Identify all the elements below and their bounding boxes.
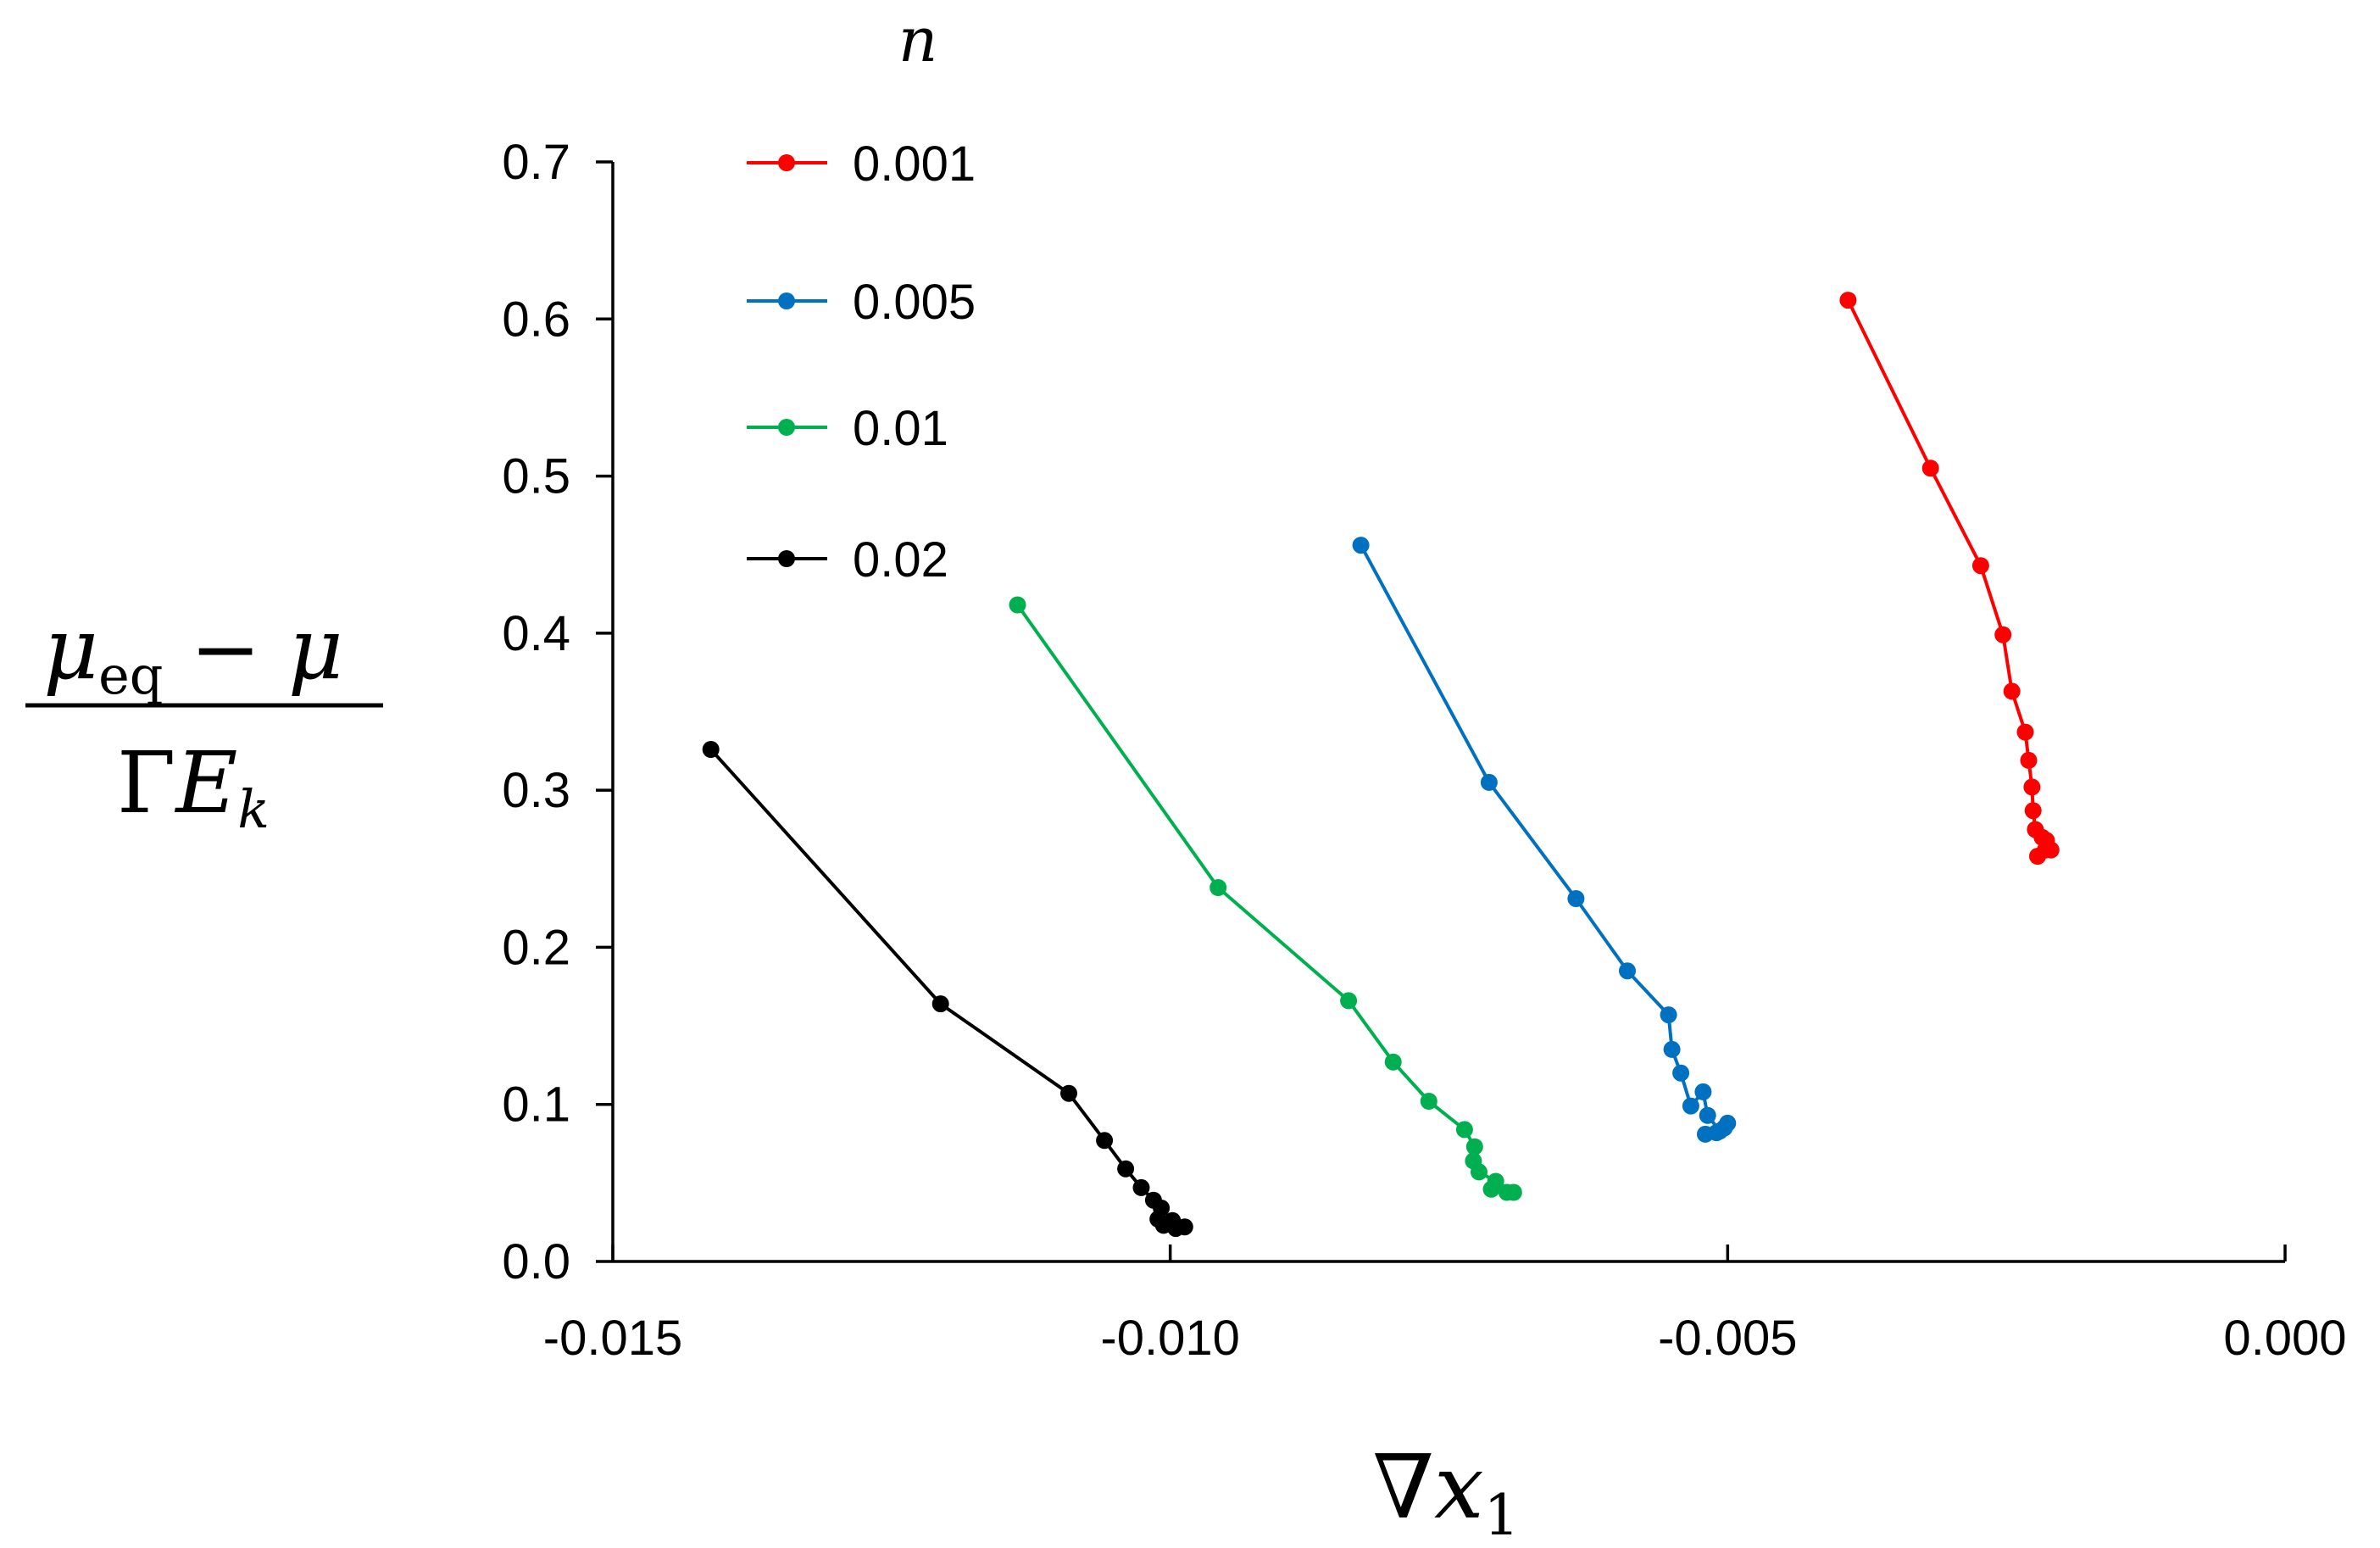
series-layer: [702, 292, 2060, 1238]
tick-marks: [596, 160, 2287, 1263]
y-tick-label: 0.5: [502, 449, 570, 504]
legend-entry-0.005: 0.005: [747, 275, 976, 330]
data-point: [1132, 1178, 1150, 1196]
data-point: [1164, 1211, 1182, 1229]
data-point: [1352, 537, 1370, 554]
x-tick-label: -0.010: [1100, 1311, 1239, 1366]
data-point: [1009, 596, 1026, 614]
y-tick-label: 0.3: [502, 763, 570, 818]
y-axis-label: μeq − μ ΓEk: [25, 599, 383, 840]
data-point: [1971, 557, 1989, 575]
data-point: [1619, 962, 1636, 980]
axes: [611, 162, 2285, 1263]
tick-labels: 0.0 0.1 0.2 0.3 0.4 0.5 0.6 0.7 -0.015 -0.010 -0.0…: [502, 135, 2346, 1366]
data-point: [1420, 1093, 1437, 1110]
series-0.005: [1352, 537, 1737, 1143]
data-point: [1663, 1040, 1681, 1058]
svg-text:μeq − μ: μeq − μ: [43, 599, 343, 706]
data-point: [1567, 890, 1585, 907]
data-point: [1660, 1006, 1677, 1024]
data-point: [1504, 1183, 1522, 1201]
data-point: [1465, 1138, 1483, 1155]
y-tick-label: 0.6: [502, 292, 570, 347]
data-point: [1471, 1163, 1488, 1181]
y-tick-label: 0.0: [502, 1234, 570, 1289]
data-point: [1480, 773, 1498, 791]
legend-entry-0.02: 0.02: [747, 532, 948, 587]
data-point: [931, 995, 949, 1013]
legend-label: 0.01: [853, 401, 948, 456]
legend-title: n: [898, 4, 937, 75]
data-point: [2003, 682, 2021, 700]
y-tick-label: 0.4: [502, 606, 570, 661]
legend-marker: [778, 419, 795, 436]
legend: n 0.001 0.005 0.01 0.02: [747, 4, 976, 587]
legend-entry-0.001: 0.001: [747, 136, 976, 192]
data-point: [1708, 1124, 1726, 1142]
series-0.02: [702, 741, 1193, 1238]
x-tick-label: -0.015: [543, 1311, 682, 1366]
y-tick-label: 0.2: [502, 920, 570, 975]
data-point: [1921, 459, 1939, 477]
series-line: [709, 748, 1187, 1231]
data-point: [1672, 1064, 1690, 1082]
x-tick-label: -0.005: [1658, 1311, 1797, 1366]
legend-marker: [778, 154, 795, 171]
data-point: [1682, 1097, 1699, 1115]
data-point: [1060, 1084, 1077, 1102]
svg-text:ΓEk: ΓEk: [117, 733, 270, 840]
data-point: [1994, 626, 2012, 643]
data-point: [1209, 879, 1227, 896]
data-point: [1482, 1180, 1500, 1198]
legend-label: 0.005: [853, 275, 976, 330]
legend-entry-0.01: 0.01: [747, 401, 948, 456]
data-point: [2020, 751, 2038, 769]
legend-label: 0.02: [853, 532, 948, 587]
data-point: [2023, 778, 2041, 796]
legend-label: 0.001: [853, 136, 976, 192]
data-point: [1117, 1160, 1135, 1178]
data-point: [2024, 802, 2042, 820]
data-point: [1096, 1132, 1114, 1150]
data-point: [2037, 841, 2055, 859]
x-axis-label: ∇x1: [1372, 1435, 1519, 1548]
series-line: [1846, 299, 2053, 858]
data-point: [1340, 992, 1358, 1010]
data-point: [2016, 723, 2034, 741]
data-point: [1839, 292, 1857, 309]
data-point: [1699, 1106, 1716, 1124]
data-point: [1384, 1053, 1402, 1071]
legend-marker: [778, 550, 795, 567]
svg-text:∇x1: ∇x1: [1372, 1435, 1519, 1548]
x-tick-label: 0.000: [2223, 1311, 2346, 1366]
series-0.001: [1839, 292, 2060, 865]
data-point: [1694, 1083, 1712, 1100]
y-tick-label: 0.1: [502, 1077, 570, 1133]
y-tick-label: 0.7: [502, 135, 570, 190]
legend-marker: [778, 292, 795, 309]
data-point: [1455, 1121, 1473, 1139]
data-point: [702, 741, 720, 758]
series-0.01: [1009, 596, 1522, 1201]
